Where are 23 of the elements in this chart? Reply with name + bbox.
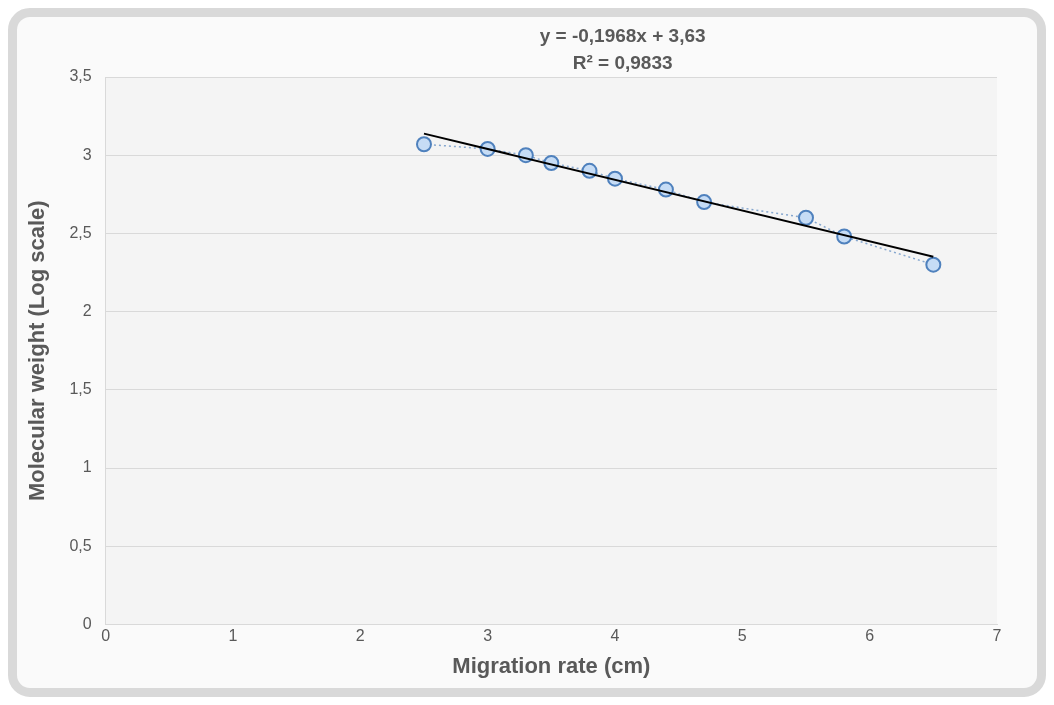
x-tick-label: 5: [737, 627, 747, 645]
y-tick-label: 3: [82, 145, 92, 163]
point: [798, 209, 814, 226]
point: [415, 136, 432, 153]
y-tick-label: 1,5: [69, 380, 92, 398]
x-tick-label: 7: [992, 627, 1002, 645]
point: [925, 256, 942, 273]
x-axis-title: Migration rate (cm): [452, 652, 651, 678]
y-tick-label: 2: [82, 302, 92, 320]
x-tick-label: 1: [228, 627, 238, 645]
y-tick-label: 0: [82, 614, 92, 632]
text: R² = 0,9833: [572, 52, 673, 74]
x-tick-label: 2: [355, 627, 365, 645]
x-tick-label: 0: [101, 627, 111, 645]
x-tick-label: 3: [483, 627, 493, 645]
y-axis-title: Molecular weight (Log scale): [24, 200, 50, 502]
y-tick-label: 3,5: [69, 67, 92, 85]
y-tick-label: 0,5: [69, 536, 92, 554]
x-tick-label: 4: [610, 627, 620, 645]
y-tick-label: 2,5: [69, 223, 92, 241]
x-tick-label: 6: [865, 627, 875, 645]
text: y = -0,1968x + 3,63: [539, 25, 706, 47]
y-tick-label: 1: [82, 458, 92, 476]
